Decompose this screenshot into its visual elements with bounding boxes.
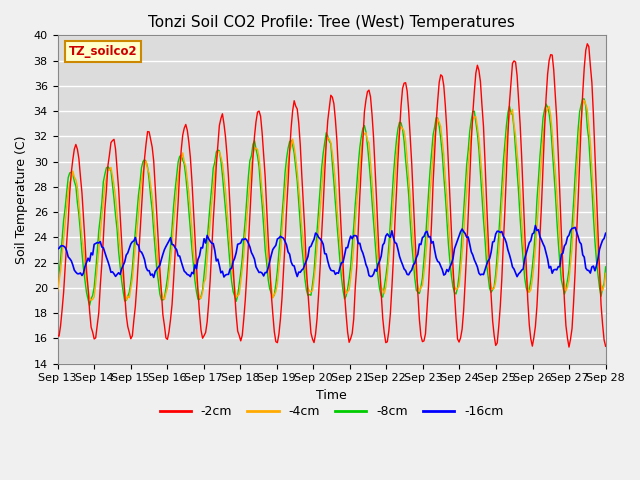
Legend: -2cm, -4cm, -8cm, -16cm: -2cm, -4cm, -8cm, -16cm [155,400,509,423]
Title: Tonzi Soil CO2 Profile: Tree (West) Temperatures: Tonzi Soil CO2 Profile: Tree (West) Temp… [148,15,515,30]
Text: TZ_soilco2: TZ_soilco2 [68,45,137,58]
Y-axis label: Soil Temperature (C): Soil Temperature (C) [15,135,28,264]
X-axis label: Time: Time [316,389,347,402]
